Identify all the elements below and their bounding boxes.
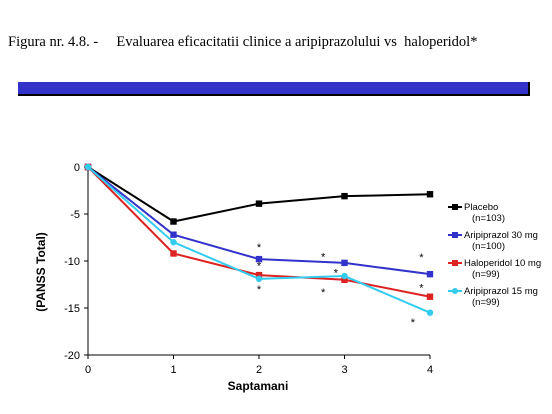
series-aripiprazol15 [84, 163, 434, 316]
y-tick-label: -10 [64, 256, 80, 268]
data-point [426, 309, 434, 316]
x-tick-label: 4 [427, 364, 433, 376]
significance-asterisk: * [321, 287, 326, 299]
data-point [255, 275, 263, 283]
data-point [426, 270, 434, 278]
y-tick-label: -20 [64, 350, 80, 362]
data-point [255, 255, 263, 263]
data-point [84, 163, 92, 171]
annotations: * * * * * * * * * [257, 242, 424, 329]
significance-asterisk: * [257, 242, 262, 254]
significance-asterisk: * [257, 284, 262, 296]
legend-item-aripiprazol15: Aripiprazol 15 mg(n=99) [448, 286, 538, 308]
data-point [341, 259, 348, 267]
y-tick-label: 0 [74, 162, 80, 174]
legend-marker [452, 232, 458, 238]
significance-asterisk: * [411, 317, 416, 329]
x-tick-label: 3 [341, 364, 347, 376]
x-axis-label: Saptamani [228, 379, 289, 393]
legend-n: (n=103) [472, 213, 505, 224]
data-point [341, 272, 348, 280]
y-tick-label: -5 [70, 209, 80, 221]
legend-n: (n=99) [472, 297, 500, 308]
axes: 0 -5 -10 -15 -20 0 1 2 3 4 [64, 162, 433, 376]
figure-caption: Figura nr. 4.8. - Evaluarea eficacitatii… [8, 34, 478, 50]
significance-asterisk: * [321, 251, 326, 263]
legend-marker [452, 288, 458, 294]
legend-marker [452, 204, 458, 210]
data-point [255, 271, 263, 279]
legend-n: (n=99) [472, 269, 500, 280]
legend-item-aripiprazol30: Aripiprazol 30 mg(n=100) [448, 230, 538, 252]
y-tick-label: -15 [64, 303, 80, 315]
x-tick-label: 2 [256, 364, 262, 376]
data-point [341, 276, 348, 283]
data-point [426, 191, 434, 198]
x-tick-label: 1 [170, 364, 176, 376]
legend-label: Aripiprazol 15 mg [464, 286, 538, 297]
data-point [426, 293, 434, 300]
legend-marker [452, 260, 458, 266]
significance-asterisk: * [334, 267, 339, 279]
legend-label: Aripiprazol 30 mg [464, 230, 538, 241]
title-banner [18, 82, 530, 96]
data-point [170, 250, 177, 257]
significance-asterisk: * [257, 261, 262, 273]
legend-label: Placebo [464, 202, 498, 213]
legend-item-haloperidol10: Haloperidol 10 mg(n=99) [448, 258, 541, 280]
legend-label: Haloperidol 10 mg [464, 258, 541, 269]
y-axis-label: (PANSS Total) [34, 232, 48, 312]
legend-n: (n=100) [472, 241, 505, 252]
data-point [170, 239, 177, 246]
data-point [170, 218, 177, 225]
legend: Placebo(n=103) Aripiprazol 30 mg(n=100) Ha… [448, 202, 541, 308]
data-point [341, 192, 348, 200]
legend-item-placebo: Placebo(n=103) [448, 202, 505, 224]
significance-asterisk: * [419, 252, 424, 264]
data-point [255, 200, 263, 207]
significance-asterisk: * [419, 282, 424, 294]
series-layer [84, 163, 434, 316]
data-point [170, 231, 177, 238]
x-tick-label: 0 [85, 364, 91, 376]
